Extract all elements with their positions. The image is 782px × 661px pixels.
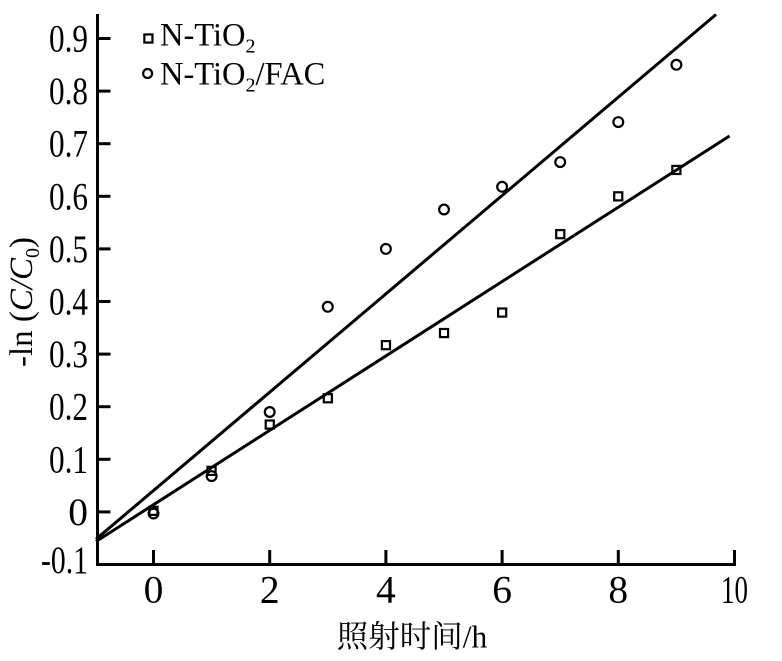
svg-text:8: 8: [608, 568, 628, 612]
svg-text:6: 6: [492, 568, 512, 612]
svg-text:0.1: 0.1: [49, 437, 88, 481]
svg-text:N-TiO2/FAC: N-TiO2/FAC: [160, 57, 325, 97]
svg-text:0.2: 0.2: [49, 385, 88, 429]
svg-text:0.9: 0.9: [49, 17, 88, 61]
svg-text:4: 4: [376, 568, 396, 612]
svg-text:0.5: 0.5: [49, 227, 88, 271]
svg-text:0: 0: [144, 568, 164, 612]
svg-text:0.3: 0.3: [49, 332, 88, 376]
svg-text:0.8: 0.8: [49, 69, 88, 113]
svg-text:N-TiO2: N-TiO2: [160, 18, 256, 58]
svg-text:0.4: 0.4: [49, 280, 88, 324]
svg-text:10: 10: [721, 568, 748, 612]
svg-text:-ln (C/C0): -ln (C/C0): [4, 237, 44, 367]
svg-text:0.6: 0.6: [49, 174, 88, 218]
svg-text:0: 0: [68, 490, 88, 534]
svg-text:/h: /h: [463, 619, 488, 654]
svg-text:0.7: 0.7: [49, 122, 88, 166]
svg-text:-0.1: -0.1: [41, 538, 88, 582]
svg-text:2: 2: [260, 568, 280, 612]
